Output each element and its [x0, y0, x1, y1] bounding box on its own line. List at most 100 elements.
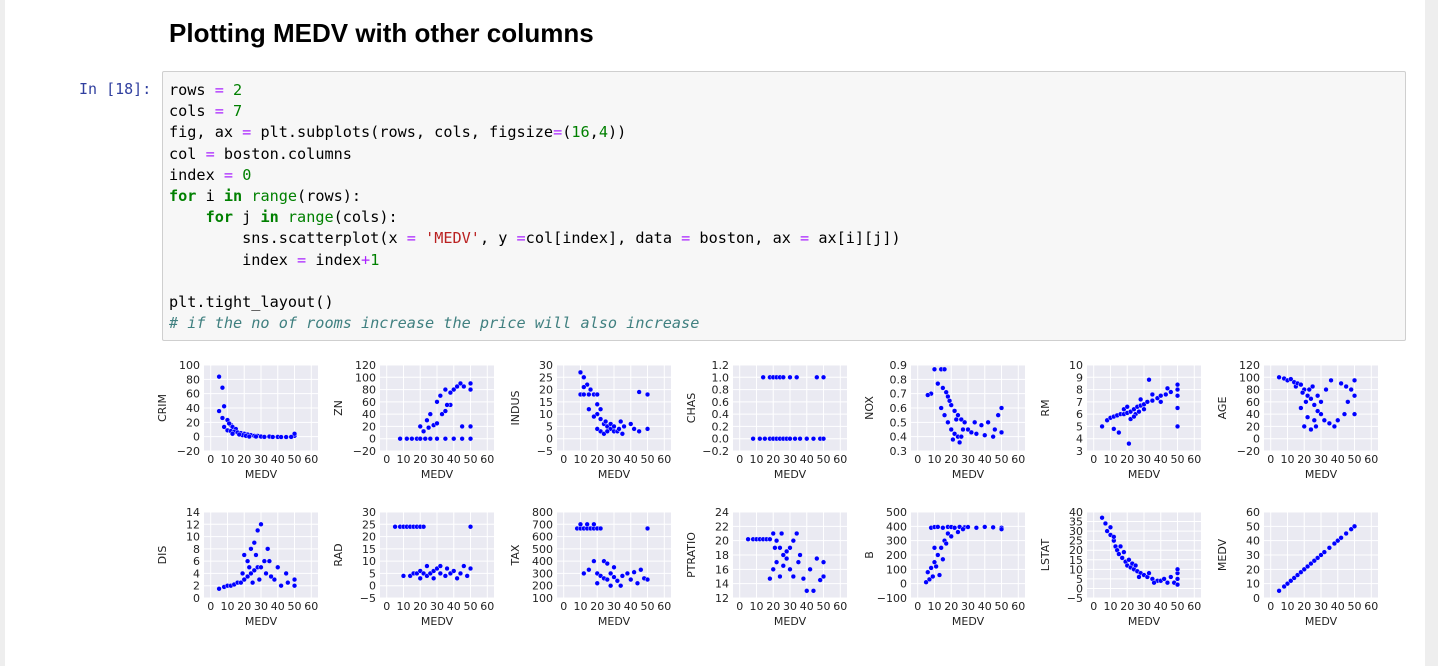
- x-tick-label: 0: [914, 453, 921, 466]
- y-tick-label: 9: [1076, 371, 1083, 384]
- data-point: [926, 576, 933, 582]
- data-point: [467, 436, 474, 442]
- data-point: [577, 369, 584, 375]
- data-point: [925, 392, 931, 398]
- data-point: [244, 573, 251, 580]
- data-point: [1168, 389, 1174, 395]
- data-point: [1174, 423, 1181, 430]
- y-tick-label: 18: [715, 549, 729, 562]
- x-tick-label: 40: [624, 600, 638, 613]
- data-point: [464, 573, 470, 579]
- y-tick-label: 40: [362, 408, 376, 421]
- x-tick-label: 10: [1103, 600, 1117, 613]
- data-point: [586, 391, 592, 398]
- data-point: [1276, 588, 1282, 594]
- data-point: [275, 564, 281, 570]
- code-cell-editor[interactable]: rows = 2 cols = 7 fig, ax = plt.subplots…: [162, 71, 1406, 341]
- data-point: [644, 426, 651, 432]
- y-tick-label: 0.4: [890, 431, 908, 444]
- y-tick-label: 1.0: [712, 371, 730, 384]
- data-point: [1288, 578, 1294, 584]
- x-tick-label: 10: [573, 600, 587, 613]
- data-point: [1308, 561, 1314, 567]
- y-tick-label: 40: [1069, 506, 1083, 519]
- x-tick-label: 50: [464, 600, 478, 613]
- data-point: [266, 558, 272, 564]
- data-point: [767, 536, 773, 542]
- x-axis-label: MEDV: [774, 615, 807, 628]
- data-point: [804, 588, 810, 594]
- y-tick-label: 10: [186, 531, 200, 544]
- code-token: in: [223, 187, 243, 206]
- x-tick-label: 20: [1297, 453, 1311, 466]
- data-point: [750, 436, 756, 442]
- data-point: [998, 526, 1005, 532]
- data-point: [955, 529, 961, 535]
- data-point: [1308, 396, 1314, 402]
- x-tick-label: 60: [1364, 600, 1378, 613]
- data-point: [261, 558, 267, 564]
- data-point: [587, 386, 594, 393]
- data-point: [814, 374, 820, 380]
- data-point: [1174, 566, 1181, 572]
- data-point: [1119, 555, 1125, 561]
- data-point: [998, 429, 1005, 435]
- x-axis-label: MEDV: [245, 615, 278, 628]
- x-axis-label: MEDV: [421, 615, 454, 628]
- data-point: [422, 436, 428, 442]
- data-point: [1299, 390, 1306, 396]
- data-point: [757, 436, 763, 442]
- x-tick-label: 10: [749, 453, 763, 466]
- data-point: [1306, 386, 1312, 393]
- code-line: index = index+1: [169, 251, 379, 269]
- x-tick-label: 0: [914, 600, 921, 613]
- x-tick-label: 10: [927, 453, 941, 466]
- data-point: [779, 530, 785, 537]
- x-tick-label: 0: [1267, 600, 1274, 613]
- data-point: [1331, 540, 1338, 547]
- data-point: [431, 575, 437, 581]
- y-tick-label: 400: [886, 520, 907, 533]
- data-point: [958, 416, 964, 423]
- data-point: [973, 525, 979, 531]
- x-tick-label: 0: [1090, 600, 1097, 613]
- data-point: [938, 405, 944, 411]
- data-point: [457, 570, 464, 577]
- data-point: [797, 436, 803, 442]
- data-point: [424, 563, 430, 569]
- x-axis-label: MEDV: [421, 468, 454, 481]
- data-point: [1116, 429, 1122, 436]
- y-tick-label: 10: [1069, 563, 1083, 576]
- code-token: boston, ax: [690, 229, 801, 248]
- data-point: [1124, 404, 1130, 410]
- data-point: [945, 393, 951, 400]
- x-tick-label: 20: [590, 453, 604, 466]
- data-point: [960, 526, 966, 532]
- code-content[interactable]: rows = 2 cols = 7 fig, ax = plt.subplots…: [169, 80, 901, 334]
- x-tick-label: 30: [430, 453, 444, 466]
- data-point: [931, 545, 938, 551]
- y-tick-label: 120: [1239, 359, 1260, 372]
- data-point: [784, 548, 790, 555]
- x-tick-label: 20: [590, 600, 604, 613]
- data-point: [400, 573, 407, 579]
- data-point: [581, 374, 587, 380]
- y-axis-label: LSTAT: [1039, 539, 1052, 572]
- y-tick-label: 20: [1069, 544, 1083, 557]
- data-point: [238, 580, 244, 586]
- x-tick-label: 50: [817, 600, 831, 613]
- data-point: [442, 573, 448, 579]
- x-tick-label: 60: [833, 453, 847, 466]
- data-point: [772, 545, 778, 551]
- y-tick-label: 100: [179, 359, 200, 372]
- code-line: index = 0: [169, 166, 251, 184]
- y-tick-label: 0.2: [712, 420, 730, 433]
- data-point: [291, 431, 298, 437]
